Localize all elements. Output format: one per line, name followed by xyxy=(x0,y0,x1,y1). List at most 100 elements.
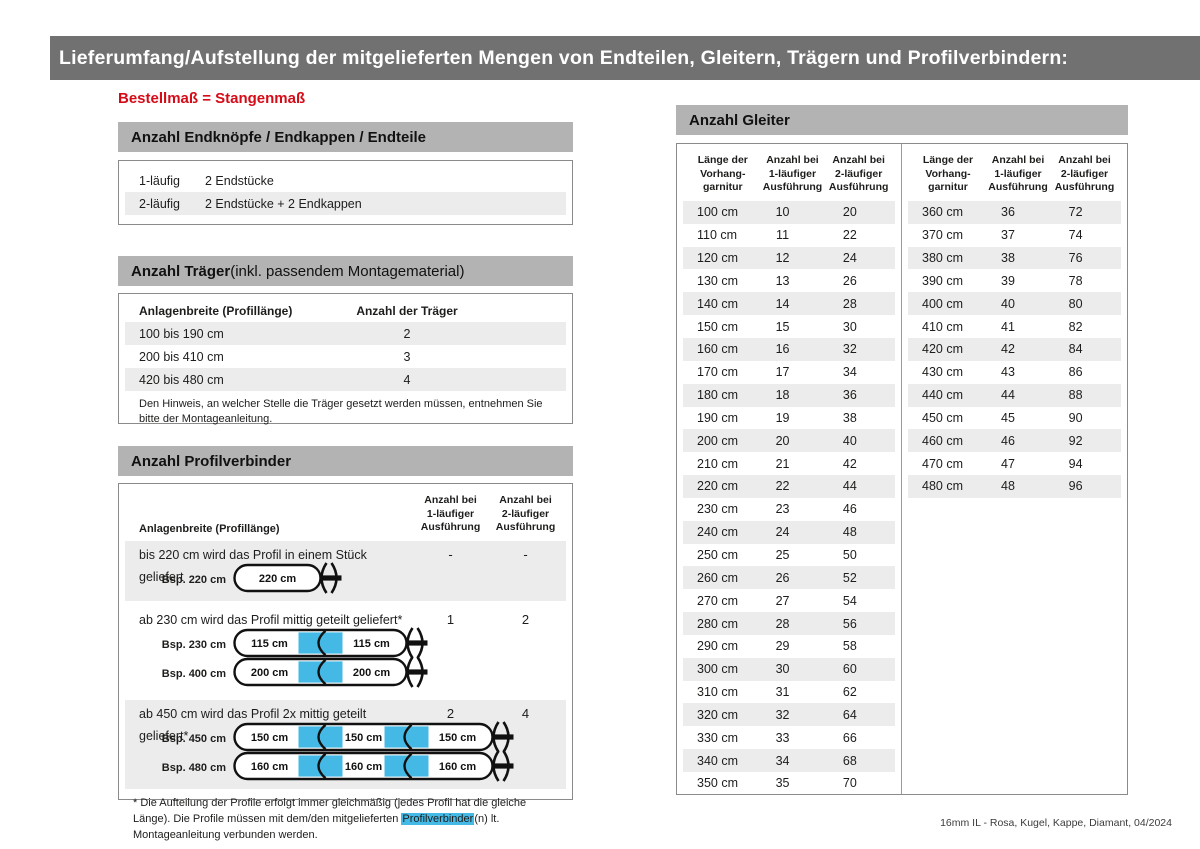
profilverbinder-connector xyxy=(298,755,343,777)
gleiter-count-1laeufig: 33 xyxy=(775,730,790,745)
gleiter-count-1laeufig: 11 xyxy=(776,228,790,243)
gleiter-count-1laeufig: 18 xyxy=(775,388,790,403)
garnitur-length: 310 cm xyxy=(697,685,738,700)
gleiter-row: 290 cm 29 58 xyxy=(683,635,895,658)
example-diagram: Bsp. 450 cm 150 cm 150 cm 150 cm xyxy=(125,721,563,754)
garnitur-length: 480 cm xyxy=(922,479,963,494)
garnitur-length: 350 cm xyxy=(697,776,738,791)
gleiter-count-2laeufig: 66 xyxy=(842,730,857,745)
gleiter-row: 360 cm 36 72 xyxy=(908,200,1121,224)
garnitur-length: 180 cm xyxy=(697,388,738,403)
garnitur-length: 270 cm xyxy=(697,593,738,608)
gleiter-count-1laeufig: 37 xyxy=(1001,228,1015,243)
gleiter-row: 250 cm 25 50 xyxy=(683,544,895,567)
section-subtitle-traeger: (inkl. passendem Montagematerial) xyxy=(230,262,465,280)
garnitur-length: 110 cm xyxy=(697,228,738,243)
garnitur-length: 430 cm xyxy=(922,365,963,380)
gleiter-count-2laeufig: 76 xyxy=(1068,251,1083,266)
rod-svg-holder: 160 cm 160 cm 160 cm xyxy=(233,749,517,788)
count-1laeufig: 1 xyxy=(446,612,455,628)
endteile-value: 2 Endstücke xyxy=(205,173,274,188)
svg-text:160 cm: 160 cm xyxy=(251,761,289,773)
endteile-row: 1-läufig 2 Endstücke xyxy=(125,169,566,192)
section-header-gleiter: Anzahl Gleiter xyxy=(676,105,1128,135)
example-diagram: Bsp. 480 cm 160 cm 160 cm 160 cm xyxy=(125,750,563,783)
end-piece-icon xyxy=(319,562,342,594)
garnitur-length: 170 cm xyxy=(697,365,738,380)
garnitur-length: 250 cm xyxy=(697,548,738,562)
count-2laeufig: 2 xyxy=(521,612,530,628)
garnitur-length: 160 cm xyxy=(697,342,738,357)
gleiter-count-1laeufig: 40 xyxy=(1001,296,1015,311)
gleiter-count-1laeufig: 30 xyxy=(775,662,790,677)
svg-text:115 cm: 115 cm xyxy=(251,638,288,650)
page-title-bar: Lieferumfang/Aufstellung der mitgeliefer… xyxy=(50,36,1200,80)
profilverbinder-row-text-line: bis 220 cm wird das Profil in einem Stüc… xyxy=(125,544,563,584)
gleiter-count-2laeufig: 74 xyxy=(1068,228,1083,243)
gleiter-row: 430 cm 43 86 xyxy=(908,361,1121,384)
gleiter-count-1laeufig: 19 xyxy=(775,410,790,425)
gleiter-count-1laeufig: 24 xyxy=(775,525,790,540)
gleiter-count-2laeufig: 94 xyxy=(1068,456,1083,471)
profile-rod-diagram: 115 cm 115 cm xyxy=(233,627,428,659)
garnitur-length: 400 cm xyxy=(922,296,963,311)
profilverbinder-rule-text: ab 230 cm wird das Profil mittig geteilt… xyxy=(139,612,403,627)
footnote-text-after: (n) lt. Montageanleitung verbunden werde… xyxy=(133,812,500,841)
rod-svg-holder: 150 cm 150 cm 150 cm xyxy=(233,720,517,759)
gleiter-count-1laeufig: 27 xyxy=(775,593,790,608)
gleiter-count-2laeufig: 54 xyxy=(842,593,857,608)
gleiter-count-1laeufig: 38 xyxy=(1001,251,1015,266)
gleiter-row: 420 cm 42 84 xyxy=(908,337,1121,361)
garnitur-length: 290 cm xyxy=(697,639,738,654)
section-title-endteile: Anzahl Endknöpfe / Endkappen / Endteile xyxy=(131,128,427,146)
section-title-profilverbinder: Anzahl Profilverbinder xyxy=(131,452,292,470)
gleiter-count-2laeufig: 58 xyxy=(842,639,857,654)
profilverbinder-connector xyxy=(298,632,343,654)
profilverbinder-rows: bis 220 cm wird das Profil in einem Stüc… xyxy=(119,540,572,789)
gleiter-count-1laeufig: 35 xyxy=(775,776,790,791)
gleiter-count-2laeufig: 50 xyxy=(842,548,857,562)
example-diagram: Bsp. 220 cm 220 cm xyxy=(125,562,563,595)
gleiter-count-1laeufig: 42 xyxy=(1001,342,1015,357)
gleiter-count-1laeufig: 44 xyxy=(1001,388,1015,403)
gleiter-rows-right: 360 cm 36 72 370 cm 37 74 380 cm 38 76 390 cm 39 78… xyxy=(902,200,1127,498)
gleiter-row: 230 cm 23 46 xyxy=(683,498,895,521)
count-2laeufig: 4 xyxy=(521,706,530,722)
gleiter-row: 260 cm 26 52 xyxy=(683,566,895,590)
garnitur-length: 330 cm xyxy=(697,730,738,745)
svg-text:160 cm: 160 cm xyxy=(345,761,383,773)
svg-text:150 cm: 150 cm xyxy=(439,732,477,744)
gleiter-row: 370 cm 37 74 xyxy=(908,224,1121,247)
traeger-range: 200 bis 410 cm xyxy=(139,349,224,364)
pv-col-header-2laeufig: Anzahl bei 2-läufiger Ausführung xyxy=(495,494,556,534)
gleiter-row: 190 cm 19 38 xyxy=(683,407,895,430)
gleiter-count-2laeufig: 70 xyxy=(842,776,857,791)
profilverbinder-row: ab 230 cm wird das Profil mittig geteilt… xyxy=(125,606,566,695)
profilverbinder-connector xyxy=(298,661,343,683)
gleiter-col-header-2laeufig: Anzahl bei 2-läufiger Ausführung xyxy=(828,154,889,194)
gleiter-count-1laeufig: 10 xyxy=(775,205,790,220)
gleiter-count-1laeufig: 22 xyxy=(775,479,790,494)
gleiter-count-1laeufig: 25 xyxy=(775,548,790,562)
svg-text:150 cm: 150 cm xyxy=(345,732,383,744)
gleiter-count-2laeufig: 46 xyxy=(842,502,857,517)
example-label: Bsp. 480 cm xyxy=(161,762,226,775)
gleiter-row: 410 cm 41 82 xyxy=(908,315,1121,338)
endteile-table: 1-läufig 2 Endstücke 2-läufig 2 Endstücke +… xyxy=(118,160,573,225)
gleiter-count-2laeufig: 48 xyxy=(842,525,857,540)
gleiter-col-header-length: Länge der Vorhang- garnitur xyxy=(922,154,974,194)
gleiter-count-2laeufig: 84 xyxy=(1068,342,1083,357)
gleiter-count-1laeufig: 20 xyxy=(775,433,790,448)
gleiter-row: 320 cm 32 64 xyxy=(683,703,895,727)
gleiter-count-1laeufig: 17 xyxy=(775,365,790,380)
lauf-type-label: 1-läufig xyxy=(139,173,180,188)
pv-col-header-1laeufig: Anzahl bei 1-läufiger Ausführung xyxy=(420,494,481,534)
gleiter-count-2laeufig: 24 xyxy=(842,251,857,266)
gleiter-count-2laeufig: 92 xyxy=(1068,433,1083,448)
gleiter-row: 270 cm 27 54 xyxy=(683,589,895,612)
svg-text:200 cm: 200 cm xyxy=(353,667,391,679)
garnitur-length: 150 cm xyxy=(697,319,738,334)
profilverbinder-row: ab 450 cm wird das Profil 2x mittig gete… xyxy=(125,699,566,789)
garnitur-length: 120 cm xyxy=(697,251,738,266)
svg-text:160 cm: 160 cm xyxy=(439,761,477,773)
